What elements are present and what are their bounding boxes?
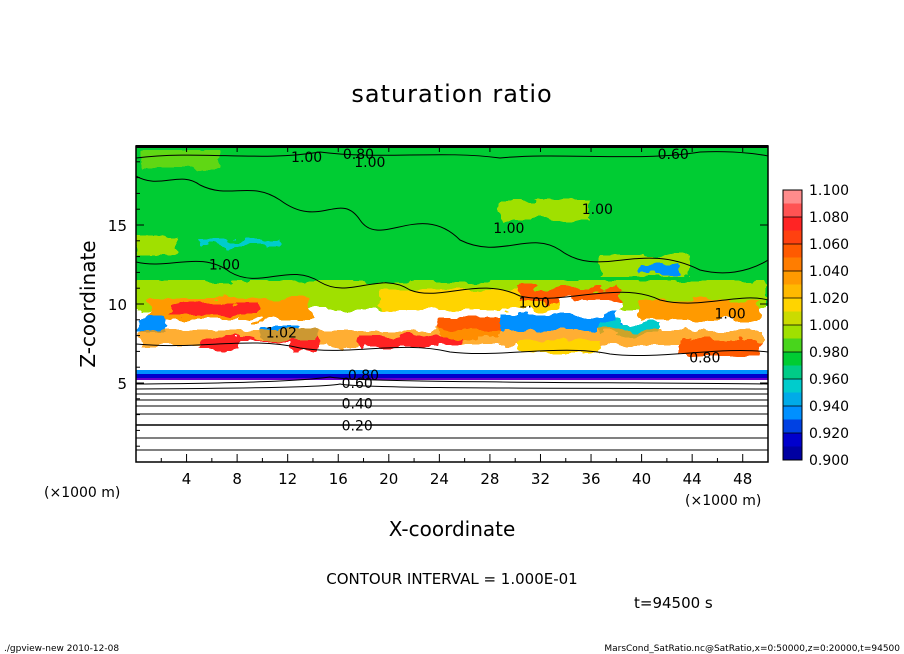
colorbar-label: 1.060 [809,237,849,253]
plot-area: 1.00 0.801.00 0.601.001.001.001.001.001.02… [136,146,768,462]
x-units-label: (×1000 m) [685,493,761,509]
y-tick-label: 10 [108,296,127,314]
colorbar-label: 0.920 [809,426,849,442]
contour-label: 1.00 [209,258,240,274]
colorbar-label: 0.980 [809,345,849,361]
x-tick-label: 8 [232,470,242,488]
time-label: t=94500 s [634,594,713,612]
y-axis: 5 10 15 [108,161,768,447]
colorbar-subsegment [783,311,802,325]
x-tick-label: 32 [531,470,550,488]
footer-right: MarsCond_SatRatio.nc@SatRatio,x=0:50000,… [604,644,900,654]
colorbar-subsegment [783,203,802,217]
boundary-band-cyan [136,370,768,374]
colorbar-label: 1.000 [809,318,849,334]
lower-contours [136,376,768,451]
colorbar-label: 0.900 [809,453,849,469]
upper-contours [136,151,768,356]
x-tick-label: 40 [632,470,651,488]
colorbar-subsegment [783,446,802,460]
footer-left: ./gpview-new 2010-12-08 [4,644,119,654]
colorbar: 1.100 1.080 1.060 1.040 1.020 1.000 0.980 0.960… [782,183,849,469]
region-near-saturation [136,146,768,306]
chart-title: saturation ratio [351,80,552,108]
x-tick-label: 36 [581,470,600,488]
contour-label: 0.80 [348,368,379,384]
boundary-band-purple [136,378,768,380]
x-tick-label: 16 [329,470,348,488]
colorbar-label: 1.040 [809,264,849,280]
contour-label: 0.20 [342,419,373,435]
colorbar-subsegment [783,257,802,271]
x-tick-label: 4 [182,470,192,488]
y-axis-title: Z-coordinate [76,240,100,367]
z-units-label: (×1000 m) [44,485,120,501]
contour-label: 1.00 [354,155,385,171]
x-tick-label: 44 [683,470,702,488]
x-tick-label: 48 [733,470,752,488]
x-tick-label: 12 [278,470,297,488]
colorbar-label: 0.960 [809,372,849,388]
contour-label: 1.00 [582,202,613,218]
x-tick-label: 24 [430,470,449,488]
contour-label: 1.02 [266,325,297,341]
cloud-band [136,280,768,362]
y-tick-label: 5 [117,375,127,393]
contour-labels: 1.00 0.801.00 0.601.001.001.001.001.001.02… [209,147,746,435]
colorbar-label: 1.020 [809,291,849,307]
contour-label: 1.00 [519,295,550,311]
contour-interval-text: CONTOUR INTERVAL = 1.000E-01 [326,570,577,588]
contour-label: 0.40 [342,397,373,413]
contour-label: 1.00 [714,306,745,322]
colorbar-subsegment [783,392,802,406]
colorbar-label: 0.940 [809,399,849,415]
y-tick-label: 15 [108,217,127,235]
contour-label: 0.60 [658,147,689,163]
contour-label: 0.80 [689,351,720,367]
contour-label: 0.60 [342,376,373,392]
contour-label: 1.00 [493,221,524,237]
colorbar-subsegment [783,230,802,244]
x-tick-label: 28 [480,470,499,488]
colorbar-label: 1.100 [809,183,849,199]
x-axis-title: X-coordinate [389,517,516,541]
colorbar-subsegment [783,419,802,433]
colorbar-subsegment [783,365,802,379]
contour-label: 1.00 [291,150,322,166]
x-tick-label: 20 [379,470,398,488]
boundary-band-blue [136,374,768,378]
colorbar-subsegment [783,284,802,298]
colorbar-subsegment [783,338,802,352]
x-axis: 4 8 12 16 20 24 28 32 36 40 44 48 [160,146,752,488]
contour-label: 0.80 [343,147,374,163]
colorbar-label: 1.080 [809,210,849,226]
